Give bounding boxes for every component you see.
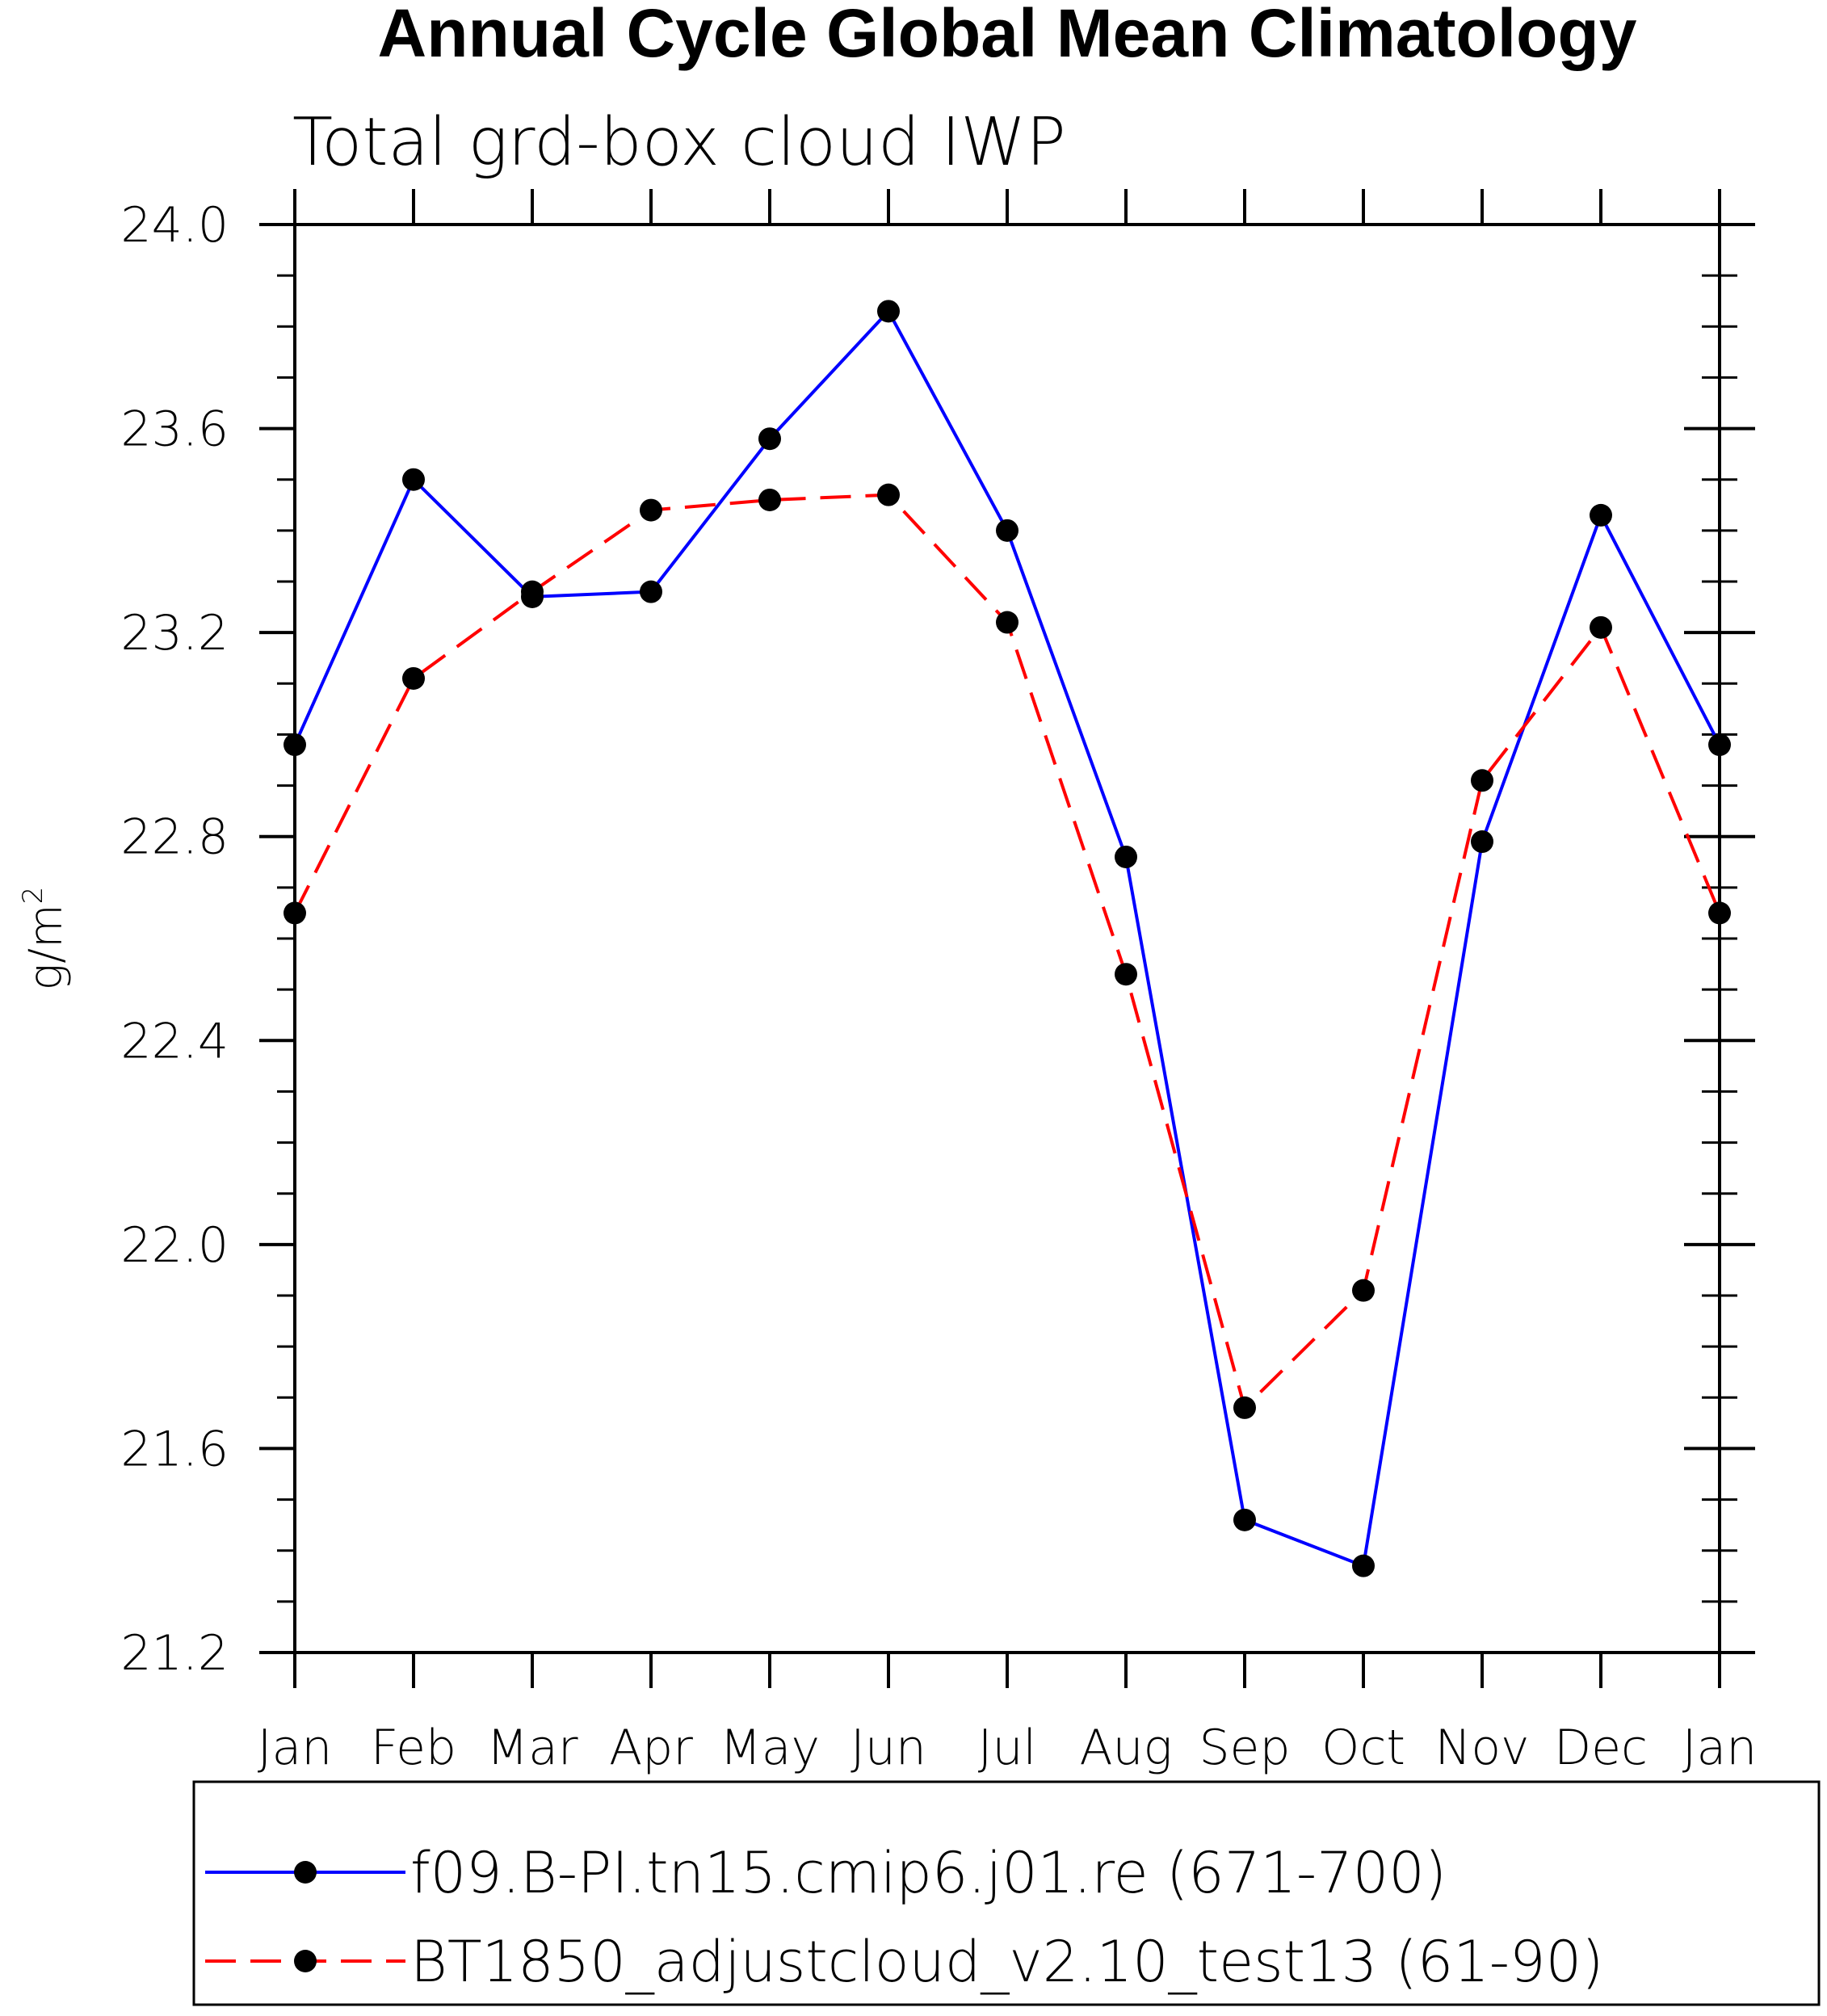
data-point-series-1 <box>1590 503 1612 527</box>
x-tick-label: Mar <box>486 1720 578 1776</box>
y-tick-label: 23.2 <box>120 605 229 662</box>
x-tick-label: Apr <box>609 1720 693 1776</box>
series-lines <box>293 308 1721 1569</box>
y-tick-label: 23.6 <box>120 401 229 458</box>
data-point-series-1 <box>1352 1554 1375 1577</box>
data-point-series-2 <box>402 666 425 690</box>
y-tick-labels: 24.0 23.6 23.2 22.8 22.4 22.0 21.6 21.2 <box>120 197 229 1682</box>
major-ticks <box>259 189 1755 1688</box>
legend: f09.B-PI.tn15.cmip6.j01.re (671-700) BT18… <box>205 1840 1603 1995</box>
chart-subtitle: Total grd-box cloud IWP <box>292 104 1066 181</box>
data-point-series-2 <box>996 611 1018 634</box>
y-tick-label: 21.6 <box>120 1421 229 1477</box>
data-point-series-2 <box>758 488 781 511</box>
y-axis-label-superscript: 2 <box>17 887 49 905</box>
data-point-series-2 <box>877 483 900 506</box>
x-tick-label: Oct <box>1321 1720 1405 1776</box>
x-tick-label: Sep <box>1199 1720 1290 1776</box>
data-point-series-1 <box>402 468 425 491</box>
legend-box <box>192 1780 1821 2006</box>
x-tick-label: May <box>720 1720 820 1776</box>
chart-title: Annual Cycle Global Mean Climatology <box>378 0 1637 71</box>
x-tick-label: Feb <box>371 1720 456 1776</box>
y-axis-label: g/m2 <box>17 887 73 991</box>
x-tick-labels: Jan Feb Mar Apr May Jun Jul Aug Sep Oct Nov Dec Jan <box>258 1720 1758 1776</box>
legend-label-1: f09.B-PI.tn15.cmip6.j01.re (671-700) <box>410 1840 1447 1906</box>
data-point-series-1 <box>640 580 662 603</box>
y-tick-label: 22.4 <box>120 1013 229 1069</box>
series-line-1 <box>293 308 1721 1569</box>
y-tick-label: 22.0 <box>120 1217 229 1274</box>
data-point-series-2 <box>1233 1396 1256 1419</box>
x-tick-label: Aug <box>1079 1720 1172 1776</box>
data-point-series-2 <box>640 498 662 522</box>
data-point-series-1 <box>877 300 900 323</box>
data-point-series-1 <box>758 427 781 451</box>
data-point-series-2 <box>1590 615 1612 639</box>
data-point-series-2 <box>1352 1279 1375 1302</box>
data-point-series-2 <box>1115 963 1137 986</box>
legend-label-2: BT1850_adjustcloud_v2.10_test13 (61-90) <box>410 1929 1603 1995</box>
data-point-series-1 <box>996 519 1018 542</box>
plot-frame <box>293 223 1721 1654</box>
data-point-series-2 <box>1471 769 1493 792</box>
data-point-series-1 <box>1233 1508 1256 1531</box>
x-tick-label: Dec <box>1554 1720 1648 1776</box>
x-tick-label: Nov <box>1434 1720 1529 1776</box>
y-tick-label: 22.8 <box>120 809 229 866</box>
x-tick-label: Jun <box>850 1720 926 1776</box>
data-point-series-1 <box>1115 845 1137 868</box>
legend-marker-1 <box>294 1861 317 1884</box>
y-axis-label-base: g/m <box>20 904 73 990</box>
y-tick-label: 24.0 <box>120 197 229 254</box>
x-tick-label: Jan <box>258 1720 333 1776</box>
x-tick-label: Jan <box>1682 1720 1758 1776</box>
y-tick-label: 21.2 <box>120 1625 229 1682</box>
minor-ticks <box>277 274 1737 1603</box>
series-markers <box>284 300 1731 1577</box>
data-point-series-1 <box>1471 830 1493 854</box>
x-tick-label: Jul <box>978 1720 1036 1776</box>
legend-marker-2 <box>294 1950 317 1972</box>
data-point-series-2 <box>521 580 544 603</box>
